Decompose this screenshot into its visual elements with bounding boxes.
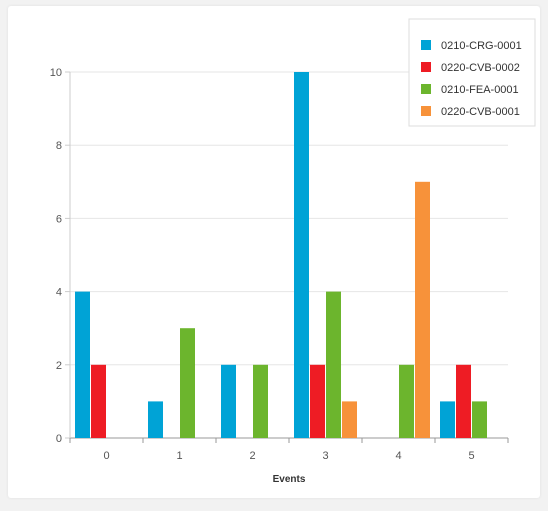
y-tick-label: 10: [50, 67, 62, 79]
x-tick-label: 0: [103, 450, 109, 462]
x-tick-labels: 0 1 2 3 4 5: [69, 438, 509, 462]
bar[interactable]: [180, 328, 195, 438]
bar[interactable]: [310, 364, 325, 438]
x-tick-label: 3: [322, 450, 328, 462]
bar[interactable]: [456, 364, 471, 438]
y-tick-label: 6: [56, 213, 62, 225]
legend-label[interactable]: 0210-CRG-0001: [441, 40, 522, 52]
legend-label[interactable]: 0220-CVB-0002: [441, 62, 520, 74]
legend-swatch: [421, 84, 431, 94]
bar[interactable]: [91, 364, 106, 438]
y-tick-label: 8: [56, 140, 62, 152]
bar[interactable]: [472, 401, 487, 438]
x-tick-label: 4: [395, 450, 401, 462]
bar[interactable]: [294, 72, 309, 438]
bar[interactable]: [253, 364, 268, 438]
grid-lines: [65, 71, 508, 439]
bar[interactable]: [415, 181, 430, 439]
bar[interactable]: [440, 401, 455, 438]
bar[interactable]: [75, 291, 90, 438]
x-tick-label: 2: [249, 450, 255, 462]
y-tick-labels: 0 2 4 6 8 10: [50, 67, 62, 445]
x-tick-label: 5: [468, 450, 474, 462]
bar[interactable]: [342, 401, 357, 438]
legend-label[interactable]: 0220-CVB-0001: [441, 106, 520, 118]
legend-swatch: [421, 106, 431, 116]
bar[interactable]: [148, 401, 163, 438]
legend[interactable]: 0210-CRG-0001 0220-CVB-0002 0210-FEA-0001 0…: [408, 18, 536, 127]
legend-swatch: [421, 62, 431, 72]
legend-items: 0210-CRG-0001 0220-CVB-0002 0210-FEA-0001 0…: [421, 40, 522, 118]
bar[interactable]: [326, 291, 341, 438]
y-tick-label: 2: [56, 360, 62, 372]
x-axis-title: Events: [273, 474, 306, 485]
y-tick-label: 4: [56, 287, 62, 299]
legend-swatch: [421, 40, 431, 50]
legend-label[interactable]: 0210-FEA-0001: [441, 84, 519, 96]
x-tick-label: 1: [176, 450, 182, 462]
axes: [69, 72, 508, 439]
bars: [75, 72, 487, 439]
bar[interactable]: [399, 364, 414, 438]
bar[interactable]: [221, 364, 236, 438]
y-tick-label: 0: [56, 433, 62, 445]
